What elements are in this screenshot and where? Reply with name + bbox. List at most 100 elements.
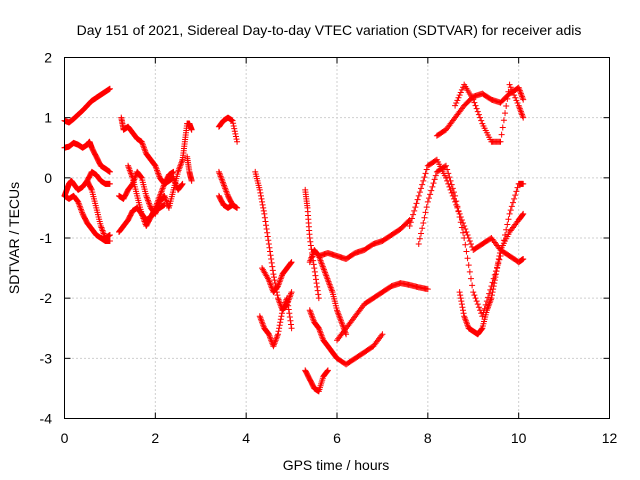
data-point — [311, 268, 318, 275]
data-point — [472, 102, 479, 109]
series-track-p — [256, 295, 295, 350]
series-track-ab — [456, 210, 527, 338]
data-point — [467, 241, 474, 248]
data-point — [310, 261, 317, 268]
series-track-n — [215, 192, 236, 211]
y-axis-label: SDTVAR / TECUs — [6, 182, 22, 294]
data-point — [170, 168, 177, 175]
series-track-w — [334, 280, 431, 344]
data-point — [315, 295, 322, 302]
series-track-v — [315, 216, 413, 263]
data-point — [492, 274, 499, 281]
data-point — [424, 198, 431, 205]
data-point — [511, 195, 518, 202]
data-point — [520, 114, 527, 121]
data-point — [324, 367, 331, 374]
data-point — [450, 189, 457, 196]
data-point — [453, 198, 460, 205]
data-point — [274, 292, 281, 299]
data-point — [232, 133, 239, 140]
data-point — [462, 225, 469, 232]
data-point — [275, 328, 282, 335]
data-point — [263, 222, 270, 229]
data-point — [423, 166, 430, 173]
data-point — [508, 203, 515, 210]
chart-title: Day 151 of 2021, Sidereal Day-to-day VTE… — [77, 22, 582, 38]
data-point — [466, 268, 473, 275]
data-point — [285, 302, 292, 309]
y-tick-label: 0 — [44, 170, 52, 186]
data-point — [447, 177, 454, 184]
data-point — [324, 368, 331, 375]
data-point — [266, 244, 273, 251]
data-point — [261, 210, 268, 217]
data-point — [261, 214, 268, 221]
data-point — [410, 211, 417, 218]
data-point — [494, 262, 501, 269]
data-point — [519, 211, 526, 218]
data-point — [419, 181, 426, 188]
data-point — [265, 241, 272, 248]
data-point — [257, 192, 264, 199]
data-point — [229, 117, 236, 124]
data-point — [500, 117, 507, 124]
data-point — [466, 238, 473, 245]
y-tick-label: 2 — [44, 50, 52, 66]
data-point — [471, 99, 478, 106]
data-point — [307, 242, 314, 249]
data-point — [260, 204, 267, 211]
data-point — [478, 326, 485, 333]
data-point — [420, 219, 427, 226]
data-point — [231, 128, 238, 135]
data-point — [269, 267, 276, 274]
data-point — [475, 304, 482, 311]
data-point — [513, 97, 520, 104]
data-point — [257, 189, 264, 196]
data-point — [106, 238, 113, 245]
data-point — [490, 283, 497, 290]
data-point — [432, 172, 439, 179]
data-point — [88, 185, 95, 192]
data-point — [230, 122, 237, 129]
data-point — [288, 259, 295, 266]
data-point — [286, 313, 293, 320]
data-point — [441, 163, 448, 170]
data-point — [455, 94, 462, 101]
data-point — [505, 88, 512, 95]
data-point — [498, 131, 505, 138]
data-point — [471, 292, 478, 299]
x-tick-label: 10 — [511, 430, 527, 446]
data-point — [449, 185, 456, 192]
data-point — [259, 201, 266, 208]
data-point — [229, 201, 236, 208]
data-point — [492, 271, 499, 278]
data-point — [452, 192, 459, 199]
data-point — [271, 277, 278, 284]
data-point — [495, 256, 502, 263]
data-point — [452, 198, 459, 205]
series-track-a — [61, 85, 113, 126]
data-point — [314, 283, 321, 290]
data-point — [286, 310, 293, 317]
data-point — [490, 286, 497, 293]
data-point — [411, 207, 418, 214]
data-point — [419, 225, 426, 232]
data-point — [267, 248, 274, 255]
data-point — [509, 199, 516, 206]
data-point — [497, 138, 504, 145]
series-track-i — [125, 162, 168, 229]
data-point — [494, 265, 501, 272]
data-point — [418, 185, 425, 192]
data-point — [284, 298, 291, 305]
data-point — [274, 331, 281, 338]
data-point — [288, 321, 295, 328]
data-point — [424, 286, 431, 293]
series-track-b — [61, 138, 113, 175]
data-point — [446, 174, 453, 181]
series-track-aa — [452, 81, 527, 145]
data-point — [512, 94, 519, 101]
x-axis-label: GPS time / hours — [283, 457, 390, 473]
data-point — [464, 255, 471, 262]
data-point — [268, 259, 275, 266]
data-point — [454, 203, 461, 210]
